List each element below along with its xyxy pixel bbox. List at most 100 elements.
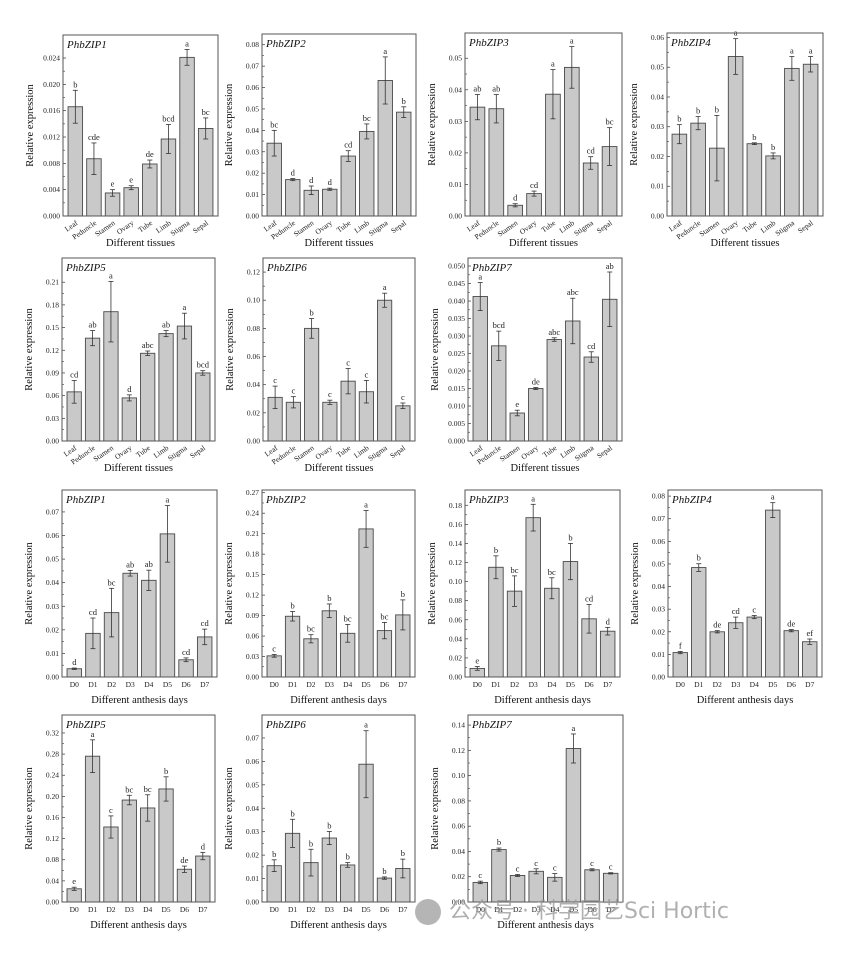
significance-letter: a xyxy=(551,59,555,69)
x-tick-label: Stigma xyxy=(367,218,390,238)
plot-frame xyxy=(467,257,623,442)
chart-panel: 0.00 0.04 0.08 0.12 0.16 0.20 0.24 0.28 0.32 e D0 a… xyxy=(24,714,216,931)
plot-frame xyxy=(261,489,416,678)
y-tick-label: 0.020 xyxy=(448,367,465,376)
significance-letter: a xyxy=(572,723,576,733)
y-tick-label: 0.21 xyxy=(246,529,259,538)
y-tick-label: 0.01 xyxy=(46,649,59,658)
chart-title: PhbZIP6 xyxy=(266,262,307,274)
chart-title: PhbZIP7 xyxy=(471,719,512,731)
significance-letter: abc xyxy=(548,327,560,337)
y-tick-label: 0.16 xyxy=(449,520,462,529)
significance-letter: b xyxy=(401,848,405,858)
significance-letter: cd xyxy=(70,370,79,380)
significance-letter: d xyxy=(127,384,132,394)
bar xyxy=(376,877,393,903)
x-tick-label: D3 xyxy=(325,905,334,914)
bar xyxy=(340,864,356,903)
chart-title: PhbZIP1 xyxy=(65,494,106,506)
y-tick-label: 0.24 xyxy=(246,509,259,518)
bar xyxy=(691,567,707,678)
plot-frame xyxy=(62,34,219,217)
y-tick-label: 0.03 xyxy=(246,827,259,836)
y-tick-label: 0.04 xyxy=(449,634,462,643)
x-tick-label: D3 xyxy=(126,680,135,689)
bar xyxy=(321,837,337,903)
chart-title: PhbZIP1 xyxy=(66,39,107,51)
x-tick-label: D5 xyxy=(163,680,172,689)
y-tick-label: 0.05 xyxy=(652,559,665,568)
plot-frame xyxy=(667,489,823,678)
x-tick-label: Tube xyxy=(335,443,353,459)
y-tick-label: 0.12 xyxy=(46,346,59,355)
significance-letter: f xyxy=(679,640,682,650)
y-tick-label: 0.04 xyxy=(247,380,260,389)
bar xyxy=(546,339,562,442)
significance-letter: a xyxy=(91,729,95,739)
bar xyxy=(802,641,818,678)
bar xyxy=(123,187,139,217)
significance-letter: de xyxy=(532,376,540,386)
x-tick-label: D4 xyxy=(343,680,352,689)
plot-frame xyxy=(61,714,216,903)
y-tick-label: 0.05 xyxy=(449,54,462,63)
bar xyxy=(488,108,505,217)
y-tick-label: 0.01 xyxy=(651,182,664,191)
x-tick-label: Stamen xyxy=(292,218,316,238)
x-tick-label: D1 xyxy=(491,680,500,689)
y-tick-label: 0.06 xyxy=(449,615,462,624)
significance-letter: b xyxy=(272,849,276,859)
x-tick-label: D1 xyxy=(88,905,97,914)
x-tick-label: D4 xyxy=(343,905,352,914)
x-tick-label: Ovary xyxy=(518,218,539,236)
significance-letter: ab xyxy=(606,261,614,271)
y-axis-label: Relative expression xyxy=(25,83,36,166)
y-tick-label: 0.07 xyxy=(246,733,259,742)
x-tick-label: D1 xyxy=(494,905,503,914)
bar xyxy=(528,388,544,442)
chart-panel: 0.00 0.02 0.04 0.06 0.08 0.10 0.12 0.14 c D0 b D1 c D… xyxy=(430,714,624,931)
significance-letter: de xyxy=(180,855,188,865)
watermark: 公众号 · 科学园艺Sci Hortic xyxy=(415,893,729,925)
x-tick-label: D4 xyxy=(750,680,759,689)
y-tick-label: 0.06 xyxy=(246,632,259,641)
y-axis-label: Relative expression xyxy=(225,307,236,390)
bar xyxy=(285,179,301,217)
y-tick-label: 0.06 xyxy=(46,531,59,540)
x-tick-label: D2 xyxy=(306,905,315,914)
y-tick-label: 0.12 xyxy=(449,558,462,567)
y-axis-label: Relative expression xyxy=(427,541,438,624)
bar xyxy=(141,579,157,678)
significance-letter: c xyxy=(516,863,520,873)
x-tick-label: D0 xyxy=(270,905,279,914)
x-tick-label: D4 xyxy=(143,905,152,914)
x-tick-label: Ovary xyxy=(113,443,134,461)
bar xyxy=(66,668,83,678)
x-tick-label: D3 xyxy=(532,905,541,914)
bar xyxy=(358,528,374,678)
significance-letter: d xyxy=(201,841,206,851)
significance-letter: e xyxy=(111,179,115,189)
x-tick-label: Ovary xyxy=(314,443,335,461)
x-tick-label: D6 xyxy=(380,680,389,689)
x-tick-label: D6 xyxy=(380,905,389,914)
x-tick-label: D0 xyxy=(476,905,485,914)
bar xyxy=(469,106,486,217)
x-tick-label: Sepal xyxy=(389,218,408,235)
bar xyxy=(802,63,819,217)
y-tick-label: 0.04 xyxy=(651,92,664,101)
bar xyxy=(784,67,800,217)
bar xyxy=(121,397,137,442)
bar xyxy=(544,587,560,678)
significance-letter: d xyxy=(513,193,518,203)
x-axis-label: Different tissues xyxy=(511,463,580,474)
y-tick-label: 0.07 xyxy=(46,507,59,516)
significance-letter: bc xyxy=(606,117,614,127)
significance-letter: d xyxy=(328,177,333,187)
y-tick-label: 0.005 xyxy=(448,419,465,428)
bar xyxy=(195,855,211,903)
x-tick-label: Sepal xyxy=(388,443,407,460)
y-tick-label: 0.02 xyxy=(651,152,664,161)
x-tick-label: D2 xyxy=(713,680,722,689)
significance-letter: cd xyxy=(587,146,596,156)
